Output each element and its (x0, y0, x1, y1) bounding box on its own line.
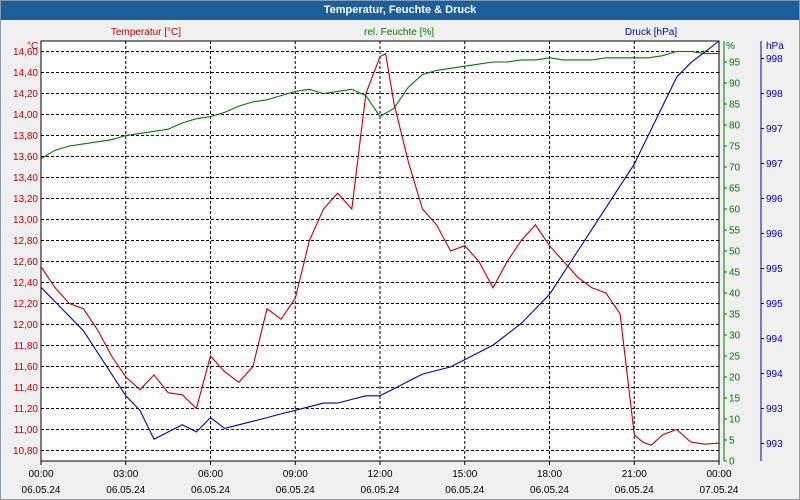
temperature-tick-label: 12,80 (13, 236, 38, 247)
pressure-tick-label: 994 (766, 369, 783, 380)
time-tick-label: 00:00 (706, 469, 731, 480)
time-tick-label: 06:00 (198, 469, 223, 480)
temperature-tick-label: 11,00 (14, 425, 39, 436)
humidity-tick-label: 55 (729, 226, 741, 237)
time-tick-label: 03:00 (113, 469, 138, 480)
temperature-tick-label: 11,80 (14, 341, 39, 352)
humidity-tick-label: 25 (729, 352, 741, 363)
window-title: Temperatur, Feuchte & Druck (1, 1, 799, 20)
temperature-tick-label: 10,80 (13, 446, 38, 457)
humidity-tick-label: 45 (729, 268, 741, 279)
pressure-tick-label: 995 (766, 299, 783, 310)
date-tick-label: 06.05.24 (106, 485, 145, 496)
humidity-axis: 0 5 10 15 20 25 30 35 40 45 50 55 60 65 70 75 80 85 90 95 (723, 41, 741, 468)
humidity-tick-label: 60 (729, 205, 741, 216)
time-tick-label: 15:00 (452, 469, 477, 480)
temperature-tick-label: 12,60 (13, 257, 38, 268)
date-tick-label: 06.05.24 (530, 485, 569, 496)
humidity-tick-label: 20 (729, 373, 741, 384)
temperature-tick-label: 12,40 (13, 278, 38, 289)
humidity-tick-label: 90 (729, 79, 741, 90)
temperature-tick-label: 14,60 (13, 47, 38, 58)
pressure-tick-label: 993 (766, 439, 783, 450)
pressure-tick-label: 996 (766, 194, 783, 205)
humidity-tick-label: 70 (729, 163, 741, 174)
temperature-tick-label: 11,40 (14, 383, 39, 394)
humidity-tick-label: 65 (729, 184, 741, 195)
date-tick-label: 06.05.24 (276, 485, 315, 496)
pressure-tick-label: 998 (766, 89, 783, 100)
series-line-temperature (40, 52, 720, 446)
temperature-tick-label: 14,40 (13, 68, 38, 79)
series-line-humidity (40, 50, 719, 160)
humidity-tick-label: 35 (729, 310, 741, 321)
pressure-tick-label: 993 (766, 404, 783, 415)
legend-humidity: rel. Feuchte [%] (364, 27, 434, 38)
series-lines (40, 40, 720, 446)
date-tick-label: 06.05.24 (191, 485, 230, 496)
date-tick-label: 07.05.24 (700, 485, 739, 496)
temperature-tick-label: 13,60 (13, 152, 38, 163)
humidity-tick-label: 10 (729, 415, 741, 426)
humidity-unit-label: % (726, 41, 735, 52)
date-tick-label: 06.05.24 (615, 485, 654, 496)
humidity-tick-label: 85 (729, 100, 741, 111)
date-tick-label: 06.05.24 (445, 485, 484, 496)
pressure-tick-label: 995 (766, 264, 783, 275)
legend-temperature: Temperatur [°C] (111, 27, 181, 38)
humidity-tick-label: 30 (729, 331, 741, 342)
temperature-tick-label: 14,00 (13, 110, 38, 121)
time-tick-label: 09:00 (283, 469, 308, 480)
humidity-tick-label: 95 (729, 58, 741, 69)
gridlines (41, 41, 719, 461)
temperature-tick-label: 13,80 (13, 131, 38, 142)
humidity-tick-label: 5 (729, 436, 735, 447)
temperature-tick-label: 11,20 (14, 404, 39, 415)
time-tick-label: 21:00 (622, 469, 647, 480)
pressure-tick-label: 996 (766, 229, 783, 240)
time-tick-label: 00:00 (28, 469, 53, 480)
temperature-tick-label: 12,00 (13, 320, 38, 331)
humidity-tick-label: 80 (729, 121, 741, 132)
temperature-unit-label: °C (27, 41, 38, 52)
temperature-tick-label: 13,00 (13, 215, 38, 226)
temperature-tick-label: 13,20 (13, 194, 38, 205)
pressure-tick-label: 997 (766, 124, 783, 135)
temperature-tick-label: 12,20 (13, 299, 38, 310)
time-axis: 00:00 06.05.24 03:00 06.05.24 06:00 06.05.24 0… (22, 461, 739, 496)
series-line-pressure (40, 40, 720, 441)
date-tick-label: 06.05.24 (22, 485, 61, 496)
pressure-unit-label: hPa (766, 41, 784, 52)
pressure-axis: 993 993 994 994 995 995 996 996 997 997 998 998 (760, 41, 783, 461)
humidity-tick-label: 50 (729, 247, 741, 258)
pressure-tick-label: 997 (766, 159, 783, 170)
temperature-axis: 10,80 11,00 11,20 11,40 11,60 11,80 12,00 12,20… (13, 47, 38, 457)
temperature-tick-label: 14,20 (13, 89, 38, 100)
humidity-tick-label: 0 (729, 457, 735, 468)
time-tick-label: 18:00 (537, 469, 562, 480)
humidity-tick-label: 40 (729, 289, 741, 300)
temperature-tick-label: 13,40 (13, 173, 38, 184)
humidity-tick-label: 15 (729, 394, 741, 405)
temperature-tick-label: 11,60 (14, 362, 39, 373)
legend-pressure: Druck [hPa] (625, 27, 677, 38)
time-tick-label: 12:00 (367, 469, 392, 480)
pressure-tick-label: 998 (766, 54, 783, 65)
pressure-tick-label: 994 (766, 334, 783, 345)
humidity-tick-label: 75 (729, 142, 741, 153)
date-tick-label: 06.05.24 (361, 485, 400, 496)
